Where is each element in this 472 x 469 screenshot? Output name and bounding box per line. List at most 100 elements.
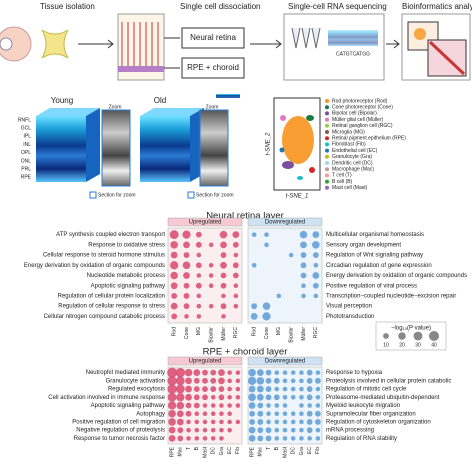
term: mRNA processing [326,428,374,434]
dot [177,435,184,442]
group: Young [51,96,73,105]
dot [210,403,216,408]
zoom: Zoom [206,104,219,110]
dot [265,377,272,384]
dot [306,419,313,425]
dot [183,282,190,289]
dot [186,436,191,441]
legend-swatch [325,123,329,128]
column-label: Gra [219,447,225,456]
dot [307,436,312,441]
dot [266,411,271,417]
dot [306,427,313,434]
dot [235,378,241,384]
dot [274,427,280,433]
term: Cell activation involved in immune respo… [48,395,165,401]
dot [183,252,190,258]
dot [170,282,178,290]
y-label: t-SNE_2 [266,132,272,155]
dot [248,393,256,402]
dot [170,251,178,259]
term: Regulation of mitotic cell cycle [326,387,407,393]
panel-header [167,356,243,366]
dot [196,303,202,309]
column-label: Mast [202,446,208,457]
dot [219,403,224,408]
dot [202,403,208,408]
column-label: Müller [301,327,307,341]
term: Sensory organ development [326,242,401,248]
panel-label: Upregulated [189,220,222,226]
dot [202,369,208,376]
dot [185,410,192,417]
dot [235,394,241,400]
legend-swatch [325,154,329,159]
term: Proteolysis involved in cellular protein… [326,378,451,384]
dot [193,394,200,401]
dot [176,401,185,410]
term: Circadian regulation of gene expression [326,263,432,269]
column-label: Fib [315,447,321,454]
dot [282,427,288,433]
legend-label: Müller glial cell (Müller) [332,117,383,123]
dot [202,419,208,425]
dot [274,436,280,441]
mini-cluster [414,28,426,40]
term: Cellular nitrogen compound catabolic pro… [44,314,165,320]
term: Neutrophil mediated immunity [86,370,165,376]
layer-label: IPL [23,134,31,140]
dot [210,369,217,376]
dot [170,271,178,280]
dot [202,394,208,401]
arrow [386,39,400,49]
dot [208,262,214,268]
legend-swatch [325,185,329,190]
diag [428,40,466,76]
dot [315,403,321,408]
dot [185,402,192,409]
dot [194,419,200,425]
dot [186,427,191,433]
panel-label: Upregulated [189,359,222,365]
dot [169,230,179,240]
legend-swatch [325,105,329,110]
dot [314,377,321,384]
dot [227,394,232,400]
column-label: Cone [264,327,270,339]
column-label: Mac [258,447,264,457]
cluster [279,147,285,153]
column-label: Mac [178,447,184,457]
dot [257,435,264,442]
term: Response to hypoxia [326,370,383,376]
dot [299,403,304,408]
dot [210,419,216,425]
dot [202,386,208,392]
dot [182,230,191,239]
panel-header [247,356,323,366]
dot [256,393,264,401]
dot [307,403,312,408]
dot [171,293,178,299]
sample: RPE + choroid [187,63,239,72]
legend-label: Granulocyte (Gra) [332,154,372,160]
legend-swatch [325,167,329,172]
size-key [383,333,389,339]
dot [256,377,265,385]
dot [257,419,264,425]
dot [196,314,202,319]
dot [194,427,200,433]
group: Old [154,96,166,105]
column-label: Rod [251,327,257,336]
dot [170,302,178,310]
dot [290,436,296,441]
legend-swatch [325,173,329,178]
term: Proteasome-mediated ubiquitin-dependent [326,395,440,401]
legend-label: Retinal pigment epithelium (RPE) [332,136,406,142]
dot [167,392,177,402]
dot [227,419,232,425]
term: Regulation of RNA stability [326,436,397,442]
term: Apoptotic signaling pathway [91,403,165,409]
dot [248,402,256,409]
oct-panel: Young Old Zoom Zoom RNFL GCL IPL INL OPL ONL P… [18,94,240,199]
size-legend-title: −log₁₀(P value) [391,326,431,332]
